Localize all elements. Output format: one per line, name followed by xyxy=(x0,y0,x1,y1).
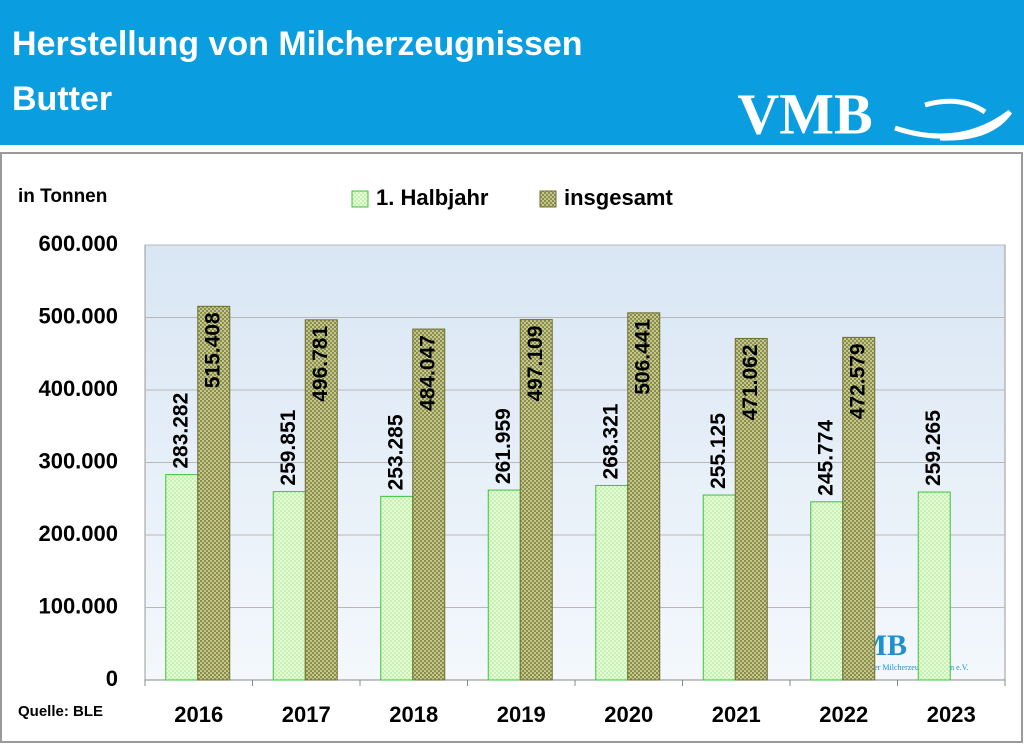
bar xyxy=(702,494,736,681)
bar xyxy=(627,312,661,681)
bar xyxy=(380,495,414,681)
value-label: 515.408 xyxy=(201,312,224,388)
y-tick-label: 100.000 xyxy=(38,593,118,618)
bar xyxy=(810,501,844,681)
value-label: 268.321 xyxy=(599,403,622,479)
legend-swatch xyxy=(351,190,369,208)
bar xyxy=(842,336,876,681)
x-tick-label: 2016 xyxy=(174,702,223,727)
value-label: 253.285 xyxy=(384,414,407,490)
bar xyxy=(487,489,521,681)
bar xyxy=(412,328,446,681)
value-label: 283.282 xyxy=(169,393,192,469)
subtitle: Butter xyxy=(12,80,112,118)
value-label: 255.125 xyxy=(707,413,730,489)
title: Herstellung von Milcherzeugnissen xyxy=(12,25,583,63)
x-tick-label: 2019 xyxy=(497,702,546,727)
value-label: 259.851 xyxy=(277,409,300,485)
y-tick-label: 400.000 xyxy=(38,376,118,401)
header-band xyxy=(0,0,1024,145)
x-tick-label: 2021 xyxy=(712,702,761,727)
y-tick-label: 300.000 xyxy=(38,448,118,473)
x-tick-label: 2022 xyxy=(819,702,868,727)
x-tick-label: 2018 xyxy=(389,702,438,727)
value-label: 484.047 xyxy=(416,335,439,411)
value-label: 506.441 xyxy=(631,319,654,395)
y-axis-label: in Tonnen xyxy=(18,186,107,207)
y-tick-label: 500.000 xyxy=(38,303,118,328)
value-label: 259.265 xyxy=(922,410,945,486)
bar xyxy=(272,491,306,681)
x-tick-label: 2023 xyxy=(927,702,976,727)
value-label: 497.109 xyxy=(524,326,547,402)
value-label: 261.959 xyxy=(492,408,515,484)
value-label: 471.062 xyxy=(739,344,762,420)
value-label: 472.579 xyxy=(846,343,869,419)
logo-swoosh xyxy=(894,98,1013,141)
legend-label: 1. Halbjahr xyxy=(376,185,489,210)
legend-swatch xyxy=(539,190,557,208)
bar xyxy=(734,337,768,681)
legend-label: insgesamt xyxy=(564,185,673,210)
y-tick-label: 0 xyxy=(106,666,118,691)
x-tick-label: 2017 xyxy=(282,702,331,727)
y-tick-label: 600.000 xyxy=(38,231,118,256)
watermark-text: Verband der Milcherzeuger Bayern e.V. xyxy=(842,663,969,672)
value-label: 245.774 xyxy=(814,420,837,496)
bar xyxy=(917,491,951,681)
bar xyxy=(165,474,199,681)
bar xyxy=(304,319,338,681)
bar xyxy=(197,305,231,681)
bar xyxy=(595,484,629,681)
logo: VMB xyxy=(737,81,872,146)
y-tick-label: 200.000 xyxy=(38,521,118,546)
bar xyxy=(519,319,553,681)
x-tick-label: 2020 xyxy=(604,702,653,727)
source: Quelle: BLE xyxy=(18,703,103,720)
value-label: 496.781 xyxy=(309,326,332,402)
